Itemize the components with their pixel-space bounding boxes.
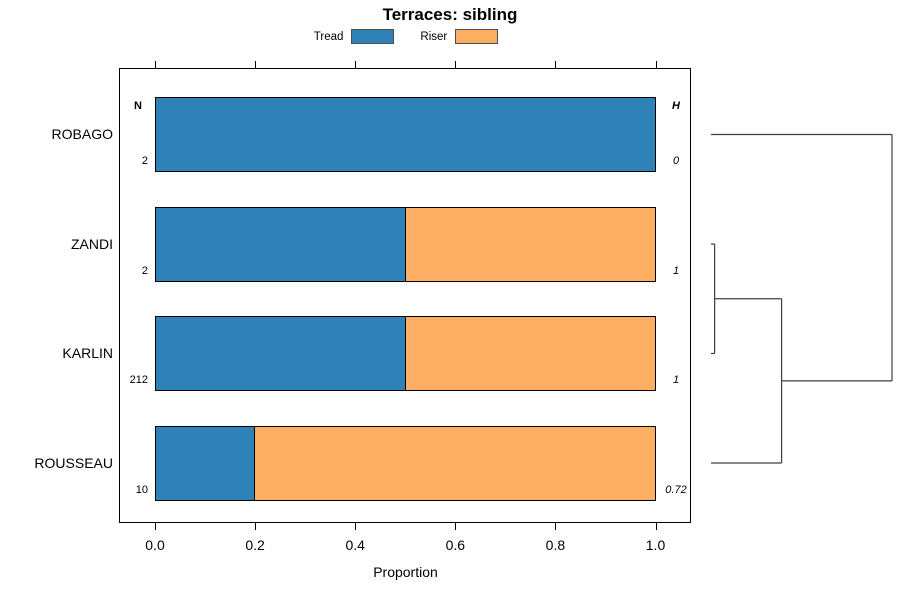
x-tick-label: 0.4 [345, 537, 365, 553]
stacked-bar [155, 97, 656, 172]
n-value: 10 [135, 483, 148, 496]
legend-label-riser: Riser [420, 30, 448, 43]
bar-row-rousseau: ROUSSEAU 10 0.72 [0, 425, 900, 501]
legend-item-tread: Tread [314, 29, 395, 44]
x-tick-label: 1.0 [645, 537, 666, 553]
legend-swatch-tread [351, 29, 395, 44]
x-tick-label: 0.0 [145, 537, 165, 553]
bar-segment-riser [405, 316, 656, 391]
h-value: 1 [672, 374, 680, 386]
n-column-header: N [134, 100, 142, 112]
plot-box: Proportion 0.0 0.2 0.4 0.6 0.8 1.0 [119, 61, 691, 580]
bar-row-zandi: ZANDI 2 1 [0, 206, 900, 282]
axis-tick [355, 61, 357, 68]
x-axis-label: Proportion [373, 564, 438, 580]
stacked-bar [155, 425, 656, 501]
category-label: ZANDI [71, 235, 113, 252]
axis-tick [555, 523, 557, 530]
axis-tick [355, 523, 357, 530]
h-value: 0 [672, 155, 680, 167]
bar-segment-tread [155, 425, 256, 501]
n-value: 2 [141, 155, 148, 167]
x-tick-label: 0.2 [245, 537, 265, 553]
category-label: ROUSSEAU [34, 454, 113, 471]
x-tick-label: 0.6 [445, 537, 466, 553]
h-value: 1 [672, 264, 680, 277]
axis-tick [255, 523, 257, 530]
bar-segment-riser [255, 425, 656, 501]
legend-swatch-riser [455, 29, 499, 44]
bar-row-robago: ROBAGO 2 0 [0, 97, 900, 172]
stacked-bar [155, 316, 656, 391]
bar-segment-riser [405, 206, 656, 282]
axis-tick [655, 523, 657, 530]
axis-tick [555, 61, 557, 68]
legend: Tread Riser [120, 29, 692, 44]
axis-tick [155, 61, 156, 68]
axis-tick [255, 61, 257, 68]
n-value: 212 [129, 374, 148, 386]
legend-label-tread: Tread [313, 30, 344, 43]
stacked-bar [155, 206, 656, 282]
h-value: 0.72 [665, 483, 687, 496]
chart-title: Terraces: sibling [382, 5, 518, 24]
axis-tick [655, 61, 657, 68]
bar-segment-tread [155, 206, 406, 282]
x-tick-label: 0.8 [545, 537, 566, 553]
dendrogram [711, 133, 893, 464]
bar-segment-tread [155, 316, 406, 391]
bar-segment-tread [155, 97, 656, 172]
axis-tick [455, 61, 457, 68]
h-column-header: H [672, 100, 680, 112]
category-label: KARLIN [62, 345, 113, 361]
category-label: ROBAGO [51, 126, 113, 142]
legend-item-riser: Riser [420, 29, 499, 44]
bar-row-karlin: KARLIN 212 1 [0, 316, 900, 391]
axis-tick [155, 523, 156, 530]
axis-tick [455, 523, 457, 530]
n-value: 2 [141, 264, 148, 277]
